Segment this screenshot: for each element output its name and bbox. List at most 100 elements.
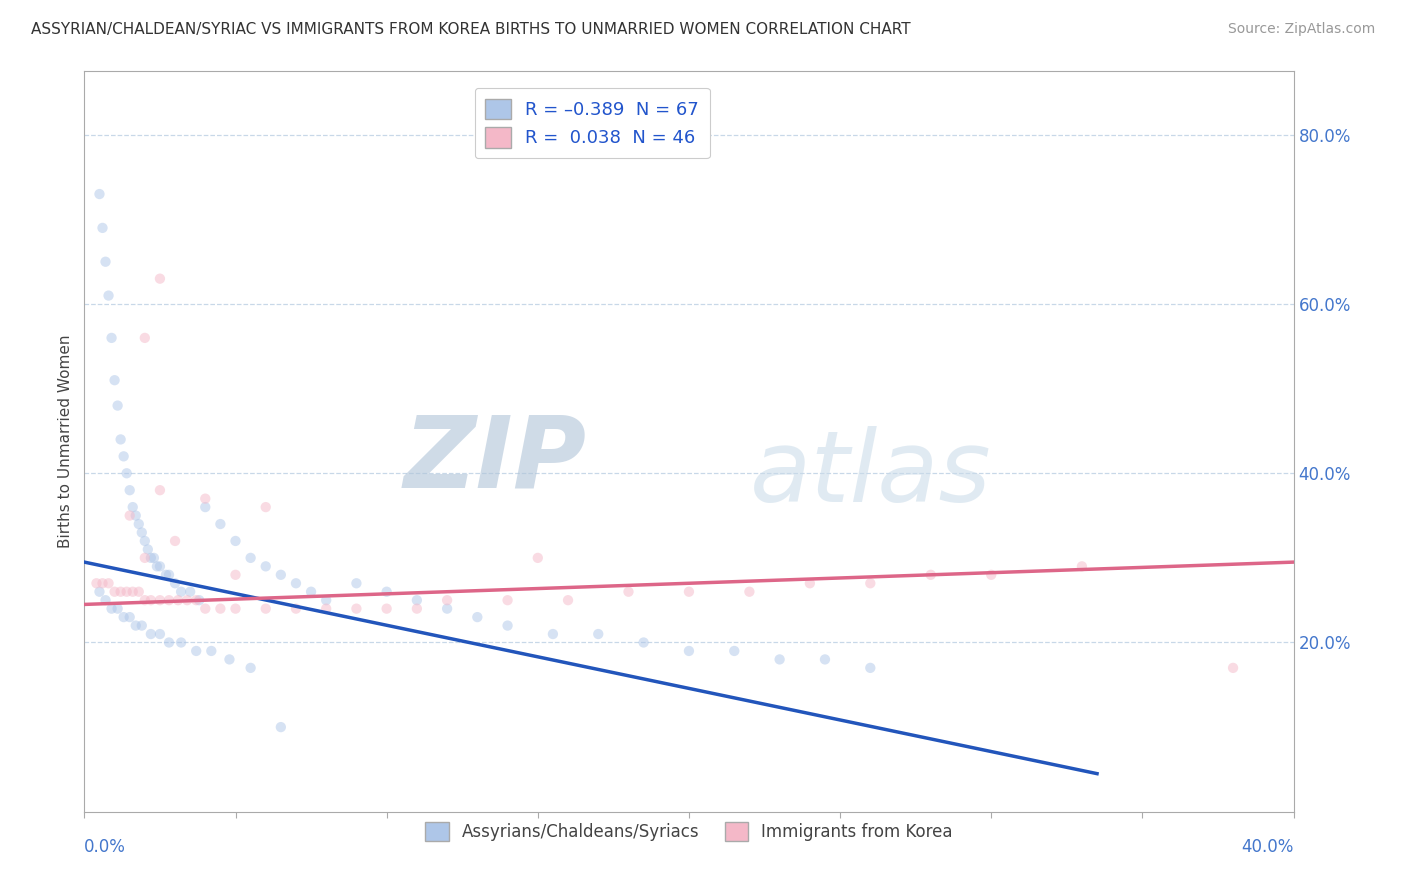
Point bbox=[118, 508, 141, 523]
Text: 40.0%: 40.0% bbox=[1241, 838, 1294, 855]
Point bbox=[104, 373, 127, 387]
Point bbox=[125, 618, 148, 632]
Point bbox=[136, 542, 159, 557]
Point bbox=[225, 601, 247, 615]
Point bbox=[139, 550, 162, 565]
Text: ASSYRIAN/CHALDEAN/SYRIAC VS IMMIGRANTS FROM KOREA BIRTHS TO UNMARRIED WOMEN CORR: ASSYRIAN/CHALDEAN/SYRIAC VS IMMIGRANTS F… bbox=[31, 22, 911, 37]
Point bbox=[134, 533, 156, 548]
Point bbox=[139, 627, 162, 641]
Point bbox=[315, 593, 337, 607]
Point bbox=[859, 576, 882, 591]
Point bbox=[436, 601, 458, 615]
Point bbox=[814, 652, 837, 666]
Point bbox=[91, 576, 114, 591]
Point bbox=[467, 610, 489, 624]
Point bbox=[170, 584, 193, 599]
Point bbox=[134, 550, 156, 565]
Point bbox=[346, 576, 368, 591]
Point bbox=[557, 593, 579, 607]
Point bbox=[91, 220, 114, 235]
Point bbox=[112, 610, 135, 624]
Point bbox=[104, 584, 127, 599]
Point bbox=[315, 601, 337, 615]
Point bbox=[134, 593, 156, 607]
Point bbox=[678, 584, 700, 599]
Point bbox=[980, 567, 1002, 582]
Point bbox=[436, 593, 458, 607]
Point bbox=[254, 601, 277, 615]
Point bbox=[89, 187, 111, 202]
Point bbox=[209, 516, 232, 531]
Point bbox=[149, 559, 172, 574]
Point bbox=[179, 584, 201, 599]
Point bbox=[165, 576, 187, 591]
Point bbox=[149, 483, 172, 498]
Point bbox=[107, 399, 129, 413]
Point bbox=[115, 584, 138, 599]
Point bbox=[100, 601, 122, 615]
Point bbox=[97, 576, 120, 591]
Point bbox=[254, 500, 277, 515]
Point bbox=[285, 601, 308, 615]
Point bbox=[769, 652, 792, 666]
Text: ZIP: ZIP bbox=[404, 411, 586, 508]
Point bbox=[200, 644, 222, 658]
Point bbox=[121, 500, 143, 515]
Text: 0.0%: 0.0% bbox=[84, 838, 127, 855]
Point bbox=[131, 525, 153, 540]
Text: Source: ZipAtlas.com: Source: ZipAtlas.com bbox=[1227, 22, 1375, 37]
Point bbox=[225, 567, 247, 582]
Point bbox=[218, 652, 240, 666]
Point bbox=[496, 593, 519, 607]
Point bbox=[121, 584, 143, 599]
Point bbox=[115, 467, 138, 481]
Point bbox=[125, 508, 148, 523]
Point bbox=[346, 601, 368, 615]
Point bbox=[270, 720, 292, 734]
Point bbox=[94, 254, 117, 268]
Point bbox=[285, 576, 308, 591]
Point bbox=[1071, 559, 1094, 574]
Point bbox=[170, 635, 193, 649]
Point bbox=[157, 593, 180, 607]
Point bbox=[155, 567, 177, 582]
Point bbox=[859, 661, 882, 675]
Text: atlas: atlas bbox=[749, 426, 991, 524]
Point bbox=[588, 627, 610, 641]
Point bbox=[100, 331, 122, 345]
Point bbox=[110, 584, 132, 599]
Point bbox=[89, 584, 111, 599]
Point bbox=[239, 661, 262, 675]
Point bbox=[496, 618, 519, 632]
Point bbox=[149, 627, 172, 641]
Point bbox=[149, 593, 172, 607]
Point bbox=[142, 550, 165, 565]
Point bbox=[112, 450, 135, 464]
Point bbox=[920, 567, 942, 582]
Point bbox=[118, 610, 141, 624]
Point bbox=[225, 533, 247, 548]
Point bbox=[678, 644, 700, 658]
Point bbox=[146, 559, 169, 574]
Point bbox=[86, 576, 108, 591]
Point bbox=[157, 635, 180, 649]
Point bbox=[97, 288, 120, 302]
Point bbox=[134, 331, 156, 345]
Point bbox=[107, 601, 129, 615]
Point bbox=[270, 567, 292, 582]
Point bbox=[139, 593, 162, 607]
Point bbox=[299, 584, 322, 599]
Point bbox=[165, 533, 187, 548]
Point bbox=[239, 550, 262, 565]
Point bbox=[633, 635, 655, 649]
Point bbox=[157, 567, 180, 582]
Point bbox=[406, 593, 429, 607]
Point bbox=[375, 601, 398, 615]
Point bbox=[186, 644, 208, 658]
Point bbox=[541, 627, 564, 641]
Point bbox=[254, 559, 277, 574]
Point bbox=[128, 516, 150, 531]
Legend: Assyrians/Chaldeans/Syriacs, Immigrants from Korea: Assyrians/Chaldeans/Syriacs, Immigrants … bbox=[419, 815, 959, 847]
Y-axis label: Births to Unmarried Women: Births to Unmarried Women bbox=[58, 334, 73, 549]
Point bbox=[738, 584, 761, 599]
